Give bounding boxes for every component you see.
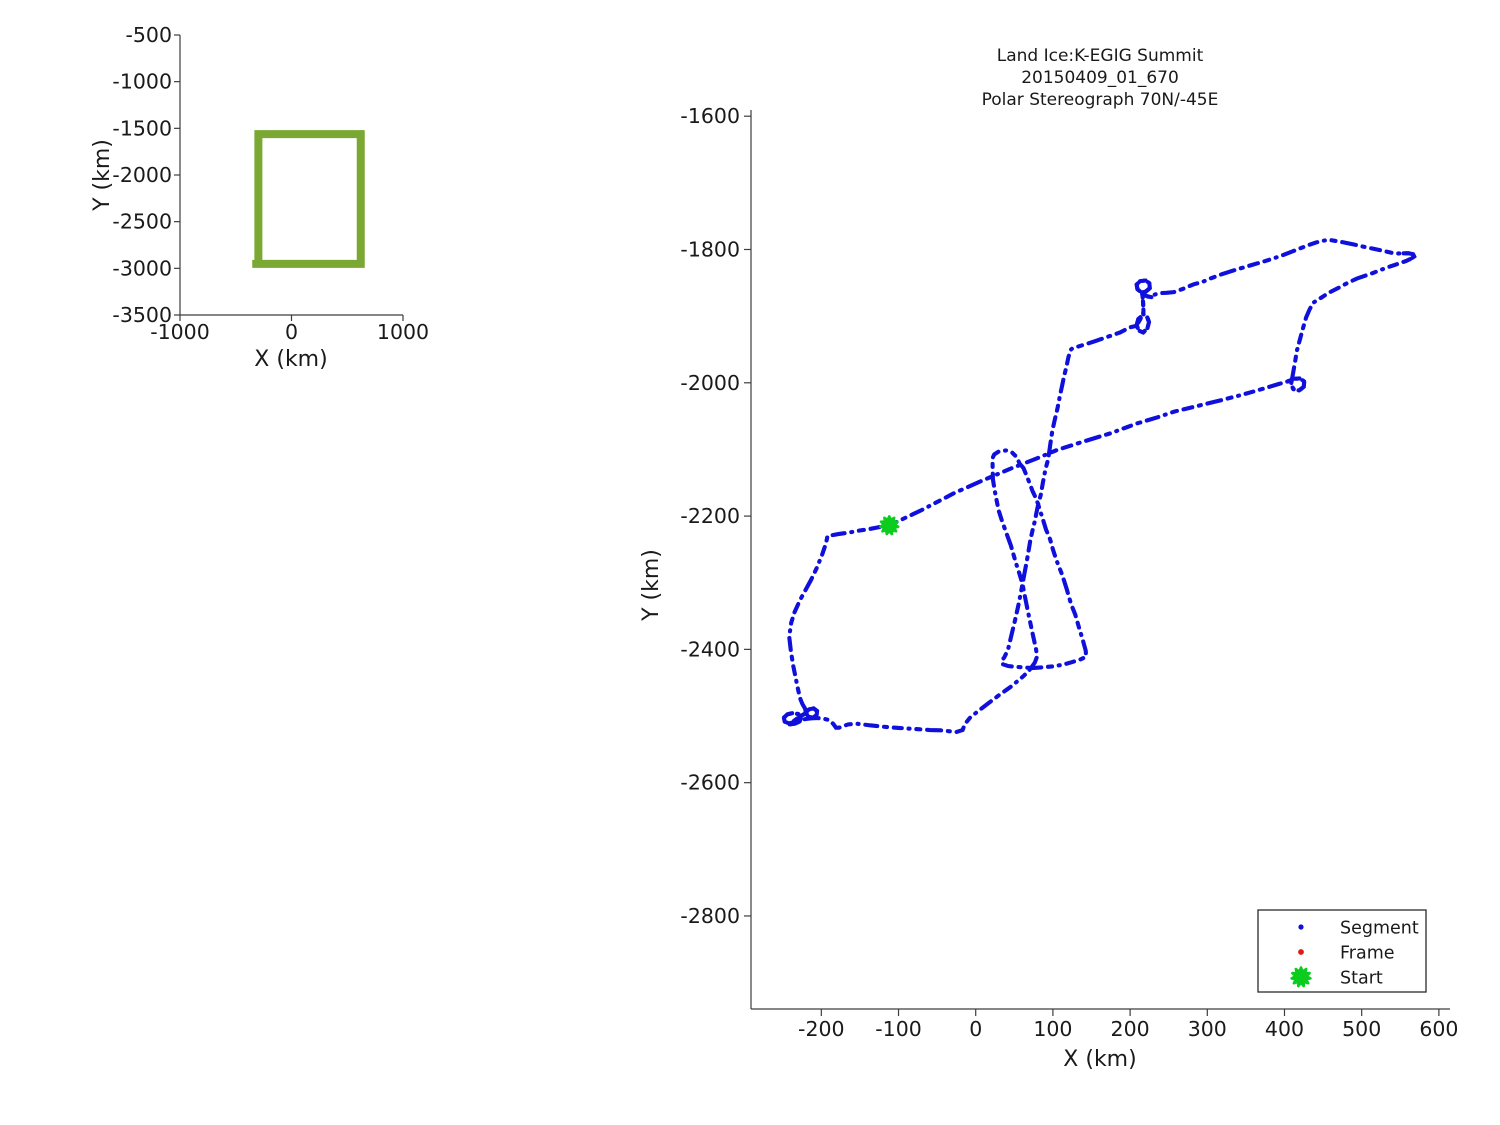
y-tick-label: -1000 xyxy=(112,70,172,94)
title-line-2: 20150409_01_670 xyxy=(1021,68,1179,88)
overview-ylabel-text: Y (km) xyxy=(90,139,115,212)
overview-xlabel-text: X (km) xyxy=(254,347,327,372)
y-tick-label: -2600 xyxy=(680,771,740,795)
y-tick-label: -2500 xyxy=(112,210,172,234)
x-tick-label: 100 xyxy=(1033,1017,1072,1041)
y-tick-label: -1800 xyxy=(680,237,740,261)
title-line-1: Land Ice:K-EGIG Summit xyxy=(997,46,1204,66)
x-tick-label: 1000 xyxy=(377,320,429,344)
x-tick-label: 300 xyxy=(1188,1017,1227,1041)
flight-ylabel-text: Y (km) xyxy=(639,549,664,622)
x-tick-label: 0 xyxy=(969,1017,982,1041)
legend-label-frame: Frame xyxy=(1340,944,1395,964)
y-tick-label: -2400 xyxy=(680,637,740,661)
legend-frame xyxy=(1257,909,1427,993)
flight-path-dense-detail xyxy=(1134,278,1154,335)
flight-track-axes: -200 -100 0 100 200 300 400 500 600 -1600 -1800 -20… xyxy=(680,104,1458,1041)
flight-track-series xyxy=(781,237,1417,735)
y-tick-label: -2000 xyxy=(680,371,740,395)
y-tick-label: -2000 xyxy=(112,163,172,187)
x-tick-label: -100 xyxy=(875,1017,922,1041)
extent-box-path xyxy=(252,130,365,268)
y-tick-label: -1600 xyxy=(680,104,740,128)
flight-path-dense-detail xyxy=(781,706,820,727)
y-tick-label: -3000 xyxy=(112,256,172,280)
legend-segment-marker xyxy=(1298,924,1304,930)
x-tick-label: 200 xyxy=(1111,1017,1150,1041)
flight-track-plot: -200 -100 0 100 200 300 400 500 600 -1600 -1800 -20… xyxy=(639,46,1458,1072)
legend-start-marker xyxy=(1290,966,1312,988)
x-tick-label: -200 xyxy=(798,1017,845,1041)
title-line-3: Polar Stereograph 70N/-45E xyxy=(982,90,1219,110)
start-marker xyxy=(879,515,900,536)
legend-label-start: Start xyxy=(1340,969,1383,989)
overview-series xyxy=(252,130,365,268)
flight-path xyxy=(781,237,1417,735)
y-tick-label: -500 xyxy=(125,23,172,47)
legend-label-segment: Segment xyxy=(1340,919,1419,939)
overview-axes: -1000 0 1000 -500 -1000 -1500 -2000 -2500 -3000 -… xyxy=(112,23,429,344)
flight-path-dense-detail xyxy=(1285,376,1307,393)
flight-xlabel-text: X (km) xyxy=(1063,1047,1136,1072)
legend-frame-marker xyxy=(1298,949,1304,955)
y-tick-label: -3500 xyxy=(112,303,172,327)
flight-path-dense-detail xyxy=(1400,251,1417,263)
overview-plot: -1000 0 1000 -500 -1000 -1500 -2000 -2500 -3000 -… xyxy=(90,23,429,372)
x-tick-label: -1000 xyxy=(150,320,210,344)
x-tick-label: 600 xyxy=(1419,1017,1458,1041)
y-tick-label: -2800 xyxy=(680,904,740,928)
legend-box: Segment Frame Start xyxy=(1257,909,1427,993)
x-tick-label: 400 xyxy=(1265,1017,1304,1041)
y-tick-label: -1500 xyxy=(112,116,172,140)
plot-title: Land Ice:K-EGIG Summit 20150409_01_670 P… xyxy=(982,46,1219,110)
x-tick-label: 0 xyxy=(285,320,298,344)
y-tick-label: -2200 xyxy=(680,504,740,528)
x-tick-label: 500 xyxy=(1342,1017,1381,1041)
